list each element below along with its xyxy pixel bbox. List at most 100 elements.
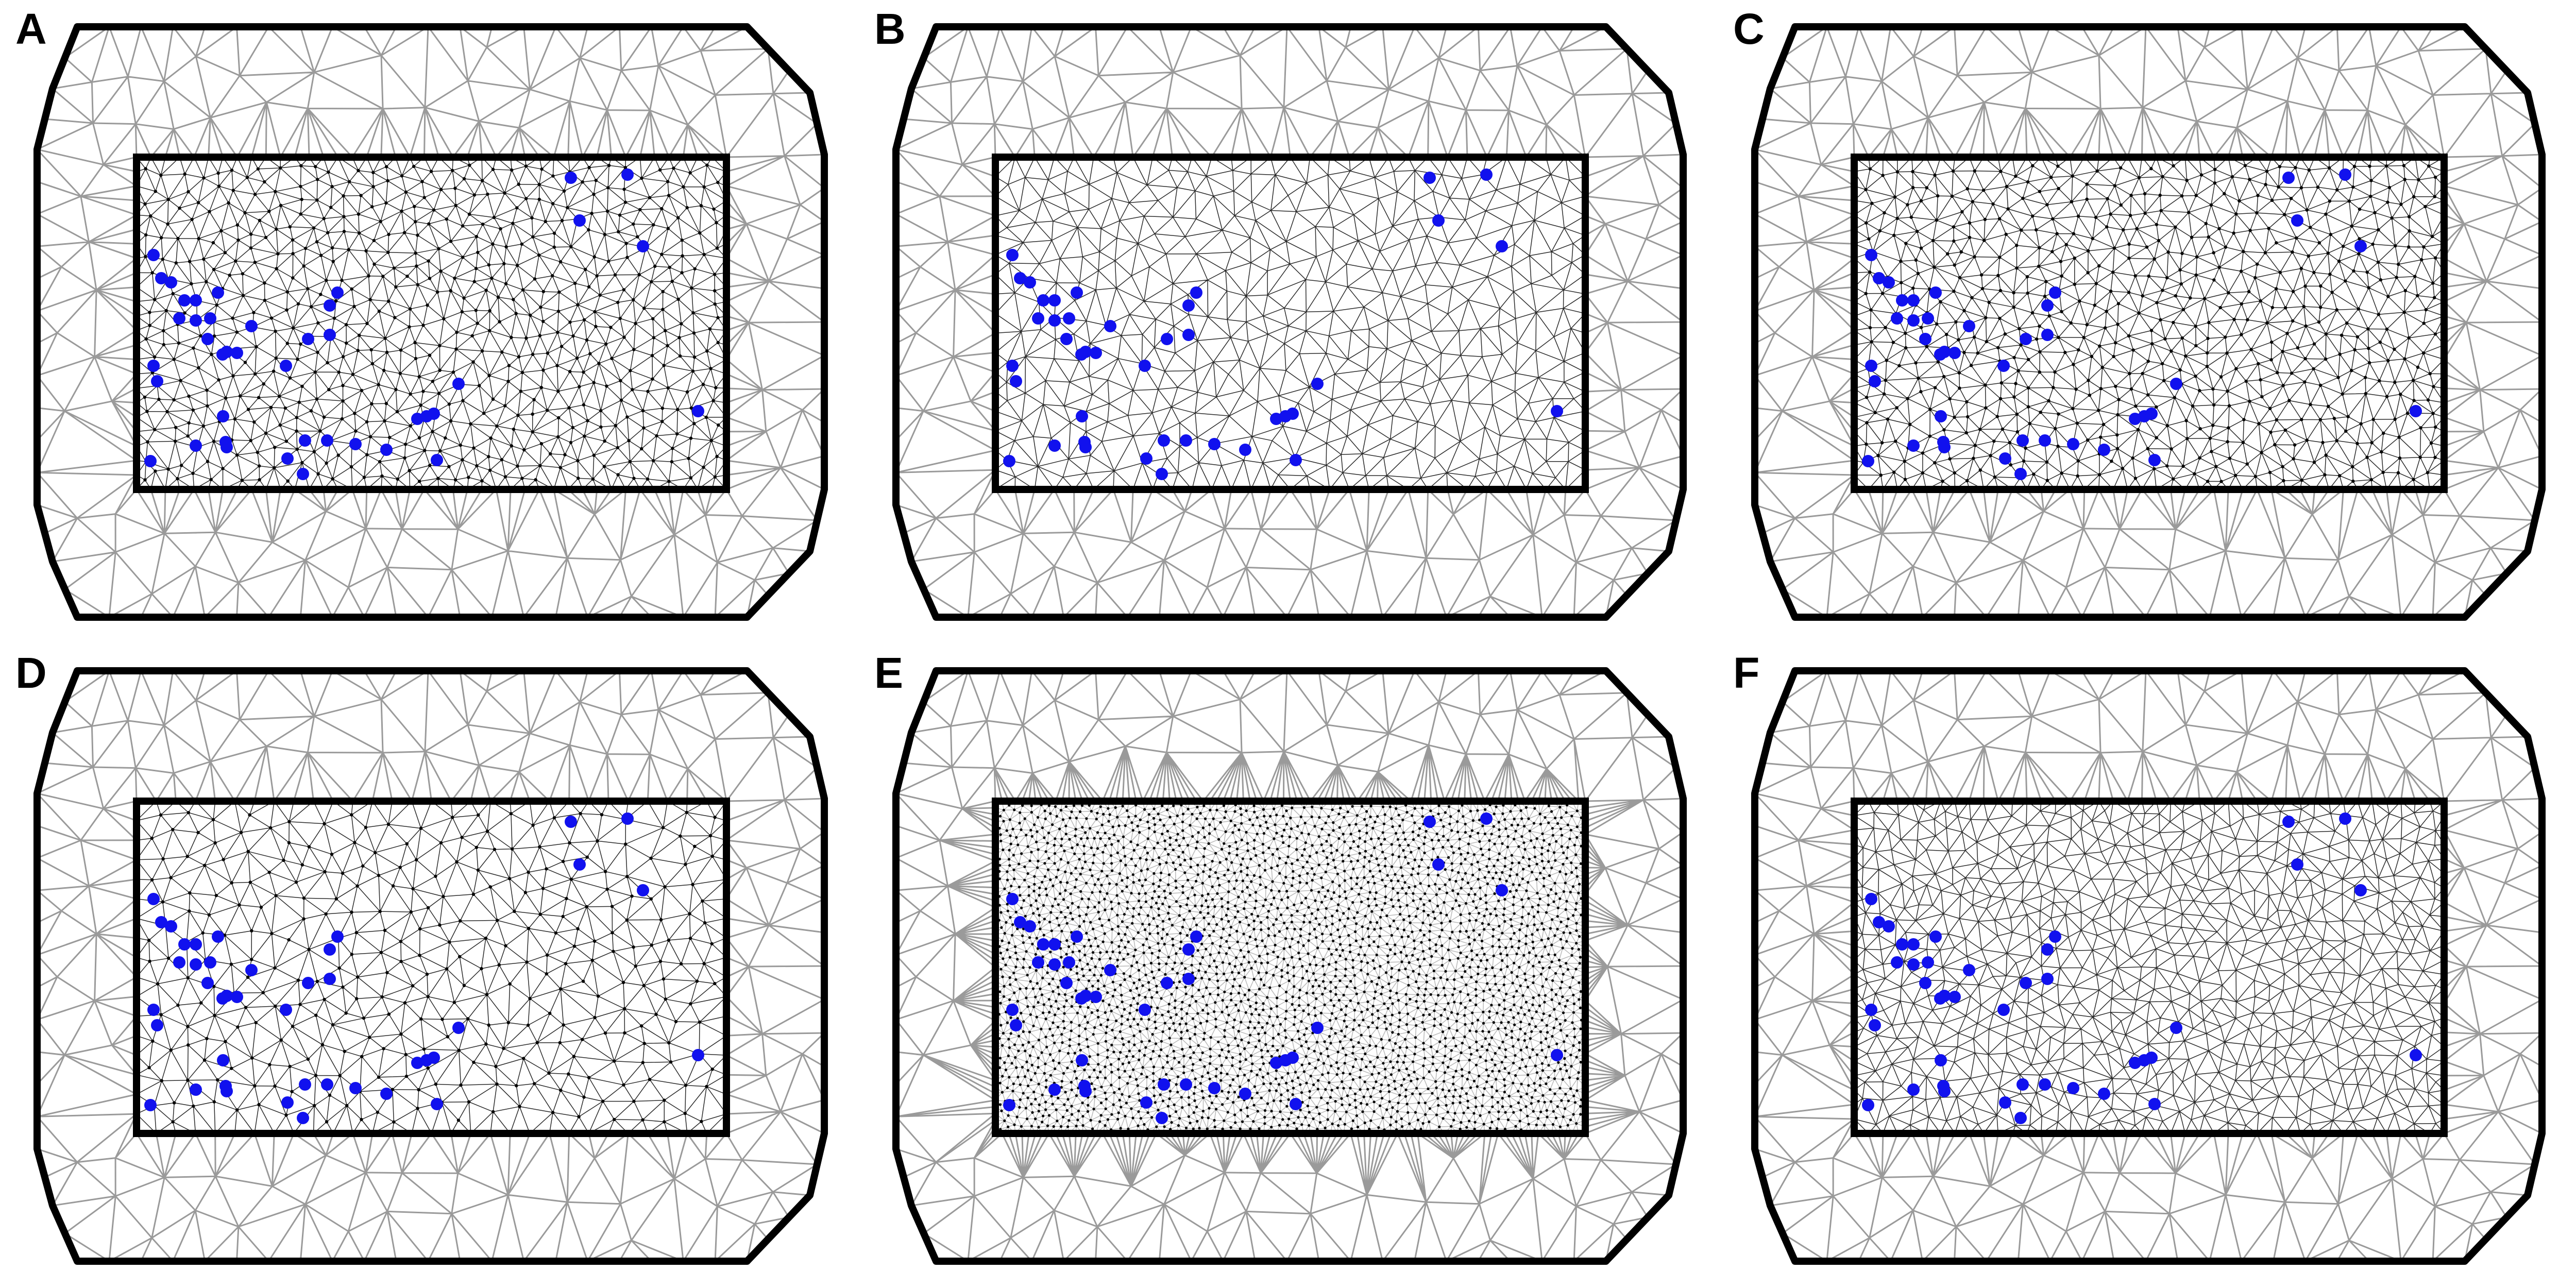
- mesh-node: [2303, 357, 2307, 361]
- mesh-node: [205, 280, 208, 284]
- mesh-node: [1226, 907, 1230, 910]
- mesh-node: [1441, 1088, 1444, 1091]
- sensor-dot: [1076, 410, 1088, 422]
- mesh-node: [1501, 1105, 1504, 1108]
- mesh-node: [1191, 984, 1194, 987]
- mesh-node: [1362, 1019, 1365, 1022]
- mesh-node: [1099, 1114, 1103, 1117]
- mesh-node: [1539, 1041, 1543, 1044]
- mesh-node: [1541, 967, 1545, 970]
- mesh-node: [1276, 1049, 1279, 1052]
- mesh-node: [2153, 257, 2156, 261]
- mesh-node: [216, 171, 220, 175]
- mesh-node: [1414, 915, 1417, 918]
- mesh-node: [1532, 915, 1536, 918]
- inner-domain-boundary: [992, 154, 1589, 493]
- mesh-node: [1518, 1066, 1521, 1070]
- mesh-node: [1395, 807, 1398, 810]
- mesh-node: [2338, 474, 2342, 478]
- mesh-node: [2114, 384, 2117, 388]
- mesh-node: [1951, 169, 1955, 173]
- mesh-node: [1046, 868, 1050, 871]
- mesh-node: [1031, 987, 1035, 990]
- mesh-node: [616, 300, 620, 304]
- mesh-node: [663, 1098, 666, 1102]
- mesh-node: [1128, 1049, 1131, 1053]
- mesh-node: [1497, 900, 1500, 903]
- mesh-node: [272, 369, 276, 373]
- mesh-node: [1395, 832, 1398, 835]
- mesh-node: [1233, 810, 1236, 813]
- mesh-node: [1980, 287, 1985, 291]
- mesh-node: [1273, 837, 1276, 840]
- mesh-node: [1087, 979, 1091, 982]
- mesh-node: [1399, 913, 1402, 916]
- mesh-node: [1202, 855, 1205, 858]
- mesh-node: [1234, 904, 1237, 907]
- mesh-node: [1249, 1020, 1252, 1023]
- mesh-node: [1121, 1062, 1124, 1065]
- mesh-node: [715, 454, 719, 459]
- mesh-node: [1386, 961, 1390, 964]
- mesh-node: [1074, 834, 1077, 837]
- mesh-node: [1381, 1116, 1384, 1120]
- mesh-node: [1140, 1018, 1143, 1021]
- sensor-dot: [299, 434, 311, 447]
- mesh-node: [1168, 1114, 1172, 1117]
- mesh-node: [1869, 308, 1873, 312]
- mesh-node: [1232, 1026, 1235, 1029]
- mesh-node: [1395, 1120, 1398, 1123]
- mesh-node: [1007, 858, 1011, 861]
- mesh-node: [1332, 858, 1335, 862]
- mesh-node: [1558, 1023, 1562, 1026]
- mesh-node: [1434, 943, 1437, 946]
- mesh-node: [1199, 911, 1202, 914]
- mesh-node: [1562, 1115, 1565, 1118]
- mesh-node: [1442, 845, 1445, 849]
- mesh-node: [1193, 1092, 1196, 1095]
- mesh-node: [1368, 870, 1371, 873]
- mesh-node: [1507, 1072, 1511, 1075]
- mesh-node: [1174, 999, 1177, 1002]
- mesh-node: [1317, 890, 1320, 893]
- mesh-node: [1191, 971, 1194, 974]
- mesh-node: [1272, 974, 1275, 977]
- mesh-node: [415, 858, 418, 862]
- mesh-node: [2429, 441, 2433, 445]
- mesh-node: [380, 995, 384, 999]
- mesh-node: [1062, 898, 1065, 901]
- mesh-node: [1404, 993, 1408, 996]
- mesh-node: [1202, 870, 1205, 873]
- mesh-node: [1117, 1111, 1120, 1114]
- mesh-node: [243, 361, 247, 364]
- mesh-node: [1039, 927, 1042, 930]
- mesh-node: [1578, 1041, 1581, 1044]
- mesh-node: [1579, 1105, 1582, 1108]
- mesh-node: [1454, 879, 1458, 883]
- mesh-node: [203, 863, 207, 867]
- mesh-node: [1159, 1093, 1162, 1096]
- mesh-node: [1295, 848, 1298, 851]
- mesh-node: [693, 267, 697, 270]
- mesh-node: [1276, 907, 1279, 910]
- mesh-node: [2038, 324, 2041, 328]
- sensor-dot: [349, 438, 362, 450]
- mesh-node: [2136, 428, 2140, 432]
- mesh-node: [1329, 1019, 1332, 1022]
- mesh-node: [2021, 196, 2025, 200]
- mesh-node: [1293, 927, 1296, 930]
- mesh-node: [2185, 178, 2189, 182]
- sensor-dot: [411, 413, 423, 425]
- mesh-node: [2276, 371, 2279, 375]
- mesh-node: [1532, 946, 1535, 950]
- mesh-node: [1111, 994, 1114, 998]
- mesh-node: [524, 336, 528, 340]
- mesh-node: [1155, 1027, 1158, 1030]
- mesh-node: [702, 252, 706, 257]
- mesh-node: [1444, 1037, 1447, 1040]
- mesh-node: [474, 845, 479, 849]
- mesh-node: [1245, 809, 1248, 812]
- mesh-node: [1444, 994, 1447, 997]
- mesh-node: [1465, 1092, 1468, 1095]
- mesh-node: [246, 850, 250, 853]
